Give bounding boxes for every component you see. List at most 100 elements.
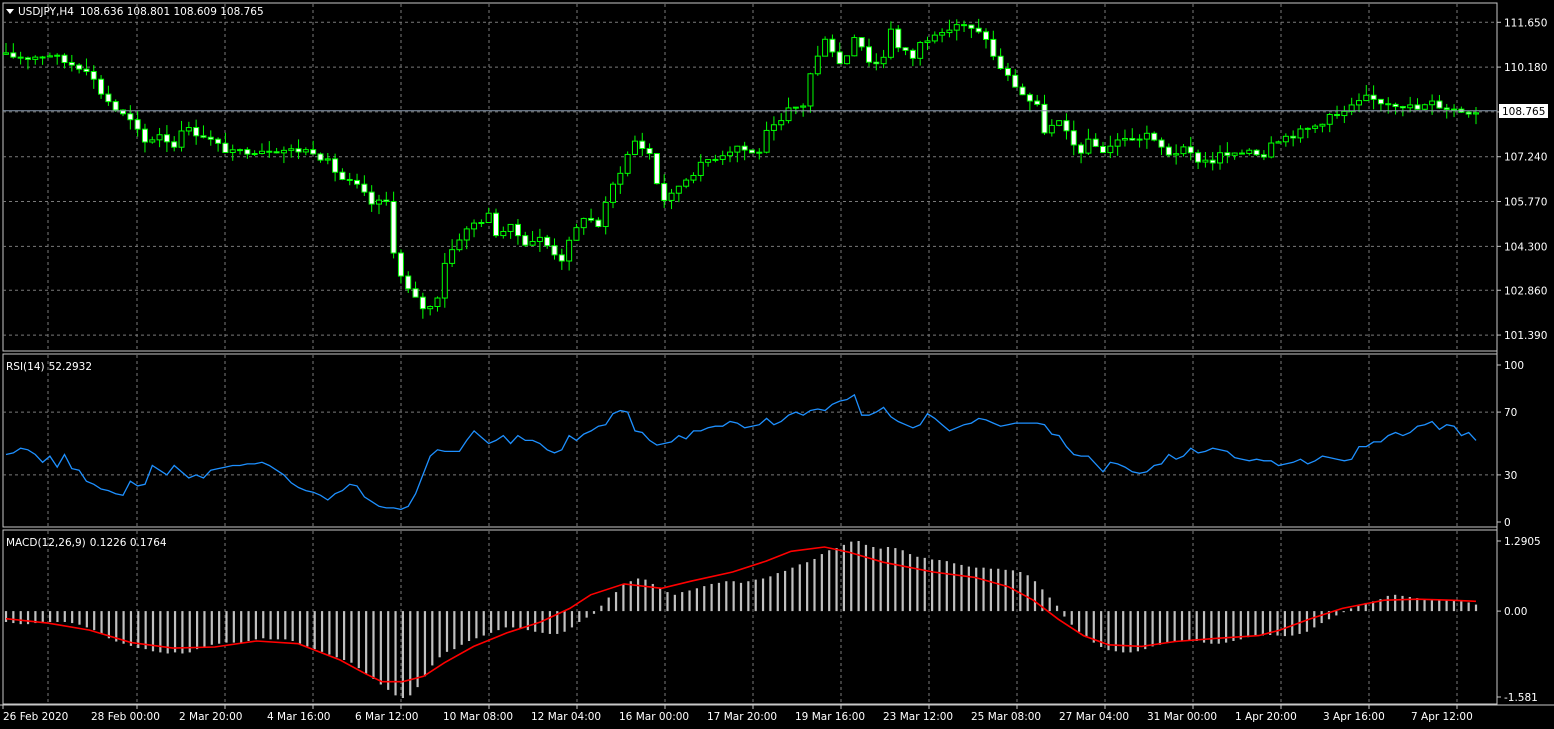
candle-bear [317, 153, 324, 161]
macd-axis-ticks: 1.2905 0.00 -1.581 [1497, 536, 1541, 704]
candle-bull [573, 227, 580, 241]
current-price-label: 108.765 [1499, 104, 1548, 118]
candle-bull [675, 185, 682, 194]
candle-bull [478, 222, 485, 225]
price-tick-label: 104.300 [1504, 241, 1547, 253]
candle-bear [748, 149, 755, 154]
candle-bear [1070, 130, 1077, 146]
candle-bull [770, 124, 777, 131]
candle-bear [390, 201, 397, 254]
candle-bull [251, 153, 258, 156]
macd-histogram [4, 541, 1478, 699]
candle-bull [185, 127, 192, 132]
candle-bull [1355, 100, 1362, 106]
candle-bear [909, 49, 916, 59]
candle-bull [39, 56, 46, 59]
candle-bear [661, 183, 668, 201]
candle-bull [449, 249, 456, 264]
candle-bear [200, 135, 207, 138]
candle-bull [178, 130, 185, 148]
candle-bear [193, 127, 200, 137]
candle-bear [90, 71, 97, 80]
time-tick-label: 6 Mar 12:00 [355, 711, 418, 723]
candle-bear [354, 179, 361, 185]
candle-bull [617, 172, 624, 185]
time-tick-label: 26 Feb 2020 [3, 711, 68, 723]
time-axis-ticks: 26 Feb 2020 28 Feb 00:00 2 Mar 20:00 4 Mar … [2, 705, 1473, 723]
candle-bull [1107, 145, 1114, 154]
candle-bear [1465, 111, 1472, 115]
candle-bull [705, 159, 712, 163]
candle-bear [895, 28, 902, 49]
candle-bear [1443, 107, 1450, 110]
candle-bear [412, 288, 419, 298]
rsi-title: RSI(14) 52.2932 [6, 361, 92, 373]
candle-bull [822, 38, 829, 57]
candle-bull [610, 183, 617, 203]
candle-bull [507, 223, 514, 232]
time-tick-label: 19 Mar 16:00 [795, 711, 865, 723]
candle-bull [302, 149, 309, 153]
candle-bull [792, 106, 799, 109]
candle-bull [1304, 127, 1311, 130]
candle-bear [76, 64, 83, 70]
candle-bear [983, 31, 989, 40]
rsi-axis-ticks: 100 70 30 0 [1497, 360, 1524, 529]
time-tick-label: 7 Apr 12:00 [1411, 711, 1473, 723]
price-tick-label: 102.860 [1504, 285, 1547, 297]
collapse-triangle-icon[interactable] [6, 9, 14, 14]
candle-bull [1114, 139, 1121, 147]
candle-bull [778, 120, 785, 126]
candle-bear [120, 109, 127, 115]
candle-bull [763, 129, 770, 153]
candle-bull [1173, 153, 1180, 156]
candle-bear [997, 55, 1004, 70]
candle-bear [207, 136, 214, 140]
time-tick-label: 25 Mar 08:00 [971, 711, 1041, 723]
candle-bear [17, 56, 24, 59]
candle-bear [266, 150, 273, 153]
candle-bear [1392, 103, 1399, 108]
candle-bear [134, 119, 141, 130]
candle-bear [244, 149, 251, 155]
candle-bear [1034, 100, 1041, 105]
candle-bull [1136, 138, 1143, 141]
candle-bear [127, 113, 134, 121]
candle-bear [1370, 94, 1377, 100]
candle-bull [924, 40, 931, 44]
candle-bear [961, 24, 968, 27]
candle-bear [588, 217, 595, 221]
candle-bear [1195, 152, 1202, 163]
candle-bull [756, 151, 763, 154]
candle-bull [434, 297, 441, 307]
candle-bear [873, 61, 880, 65]
macd-tick-label: 0.00 [1504, 606, 1527, 618]
candle-bear [61, 54, 68, 64]
candle-bull [32, 56, 39, 60]
candle-bull [529, 240, 536, 246]
time-tick-label: 28 Feb 00:00 [91, 711, 160, 723]
candle-bull [46, 55, 53, 58]
candle-bull [807, 73, 814, 107]
candle-bull [566, 239, 573, 262]
time-tick-label: 23 Mar 12:00 [883, 711, 953, 723]
candle-bull [785, 107, 792, 122]
candle-bear [1290, 135, 1297, 139]
candle-bear [1377, 98, 1384, 105]
candle-bull [624, 153, 631, 174]
time-tick-label: 1 Apr 20:00 [1235, 711, 1297, 723]
candle-bull [734, 145, 741, 153]
candle-bull [727, 151, 734, 157]
candle-bull [1231, 152, 1238, 156]
candle-bull [324, 158, 331, 161]
candle-bull [939, 32, 946, 36]
candle-bear [1165, 146, 1172, 156]
candle-bull [149, 139, 156, 143]
time-tick-label: 31 Mar 00:00 [1147, 711, 1217, 723]
candle-bear [1187, 146, 1194, 154]
candle-bull [1421, 104, 1428, 110]
candle-bear [419, 296, 426, 310]
candle-bull [485, 212, 492, 224]
candle-bear [1399, 106, 1406, 109]
